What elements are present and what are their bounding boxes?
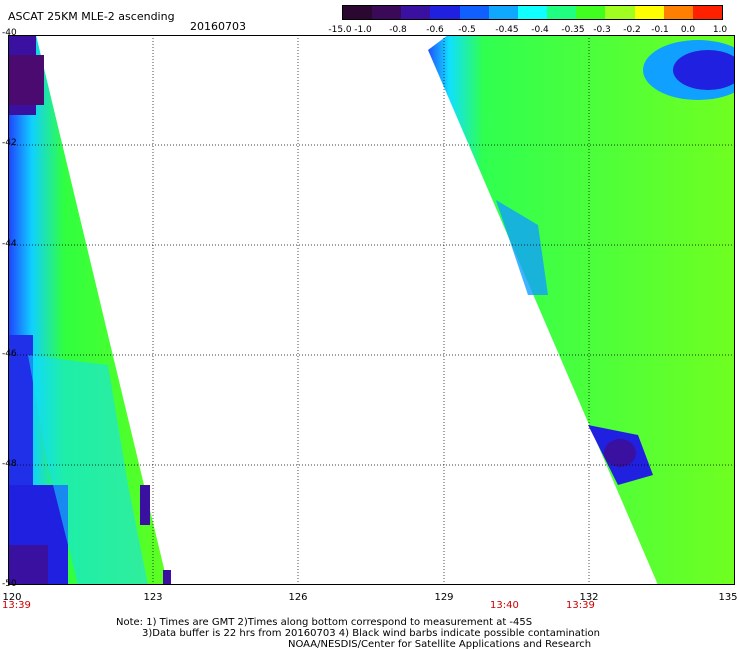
- note-line-3: NOAA/NESDIS/Center for Satellite Applica…: [288, 639, 592, 650]
- product-date: 20160703: [190, 20, 246, 33]
- x-tick-label: 123: [143, 592, 163, 603]
- colorbar-tick-label: -15.0: [328, 25, 352, 35]
- colorbar-labels: -15.0 -1.0 -0.8 -0.6 -0.5 -0.45 -0.4 -0.35 -0.3 -…: [328, 25, 730, 39]
- x-tick-label: 135: [718, 592, 738, 603]
- x-tick-label: 126: [288, 592, 308, 603]
- colorbar-segment: [430, 6, 460, 19]
- lat-lon-grid: [8, 35, 735, 585]
- colorbar-segment: [372, 6, 402, 19]
- colorbar-segment: [401, 6, 431, 19]
- colorbar-tick-label: -0.8: [389, 25, 407, 35]
- colorbar-segment: [663, 6, 693, 19]
- colorbar-tick-label: -1.0: [354, 25, 372, 35]
- colorbar-segment: [547, 6, 577, 19]
- colorbar-segment: [634, 6, 664, 19]
- y-tick-label: -42: [2, 138, 17, 148]
- time-label-left: 13:39: [2, 600, 31, 611]
- y-tick-label: -46: [2, 349, 17, 359]
- colorbar: [342, 5, 723, 20]
- colorbar-tick-label: -0.5: [458, 25, 476, 35]
- colorbar-tick-label: -0.35: [561, 25, 585, 35]
- colorbar-tick-label: -0.2: [623, 25, 641, 35]
- colorbar-segment: [692, 6, 722, 19]
- left-swath: [8, 35, 171, 585]
- y-tick-label: -40: [2, 28, 17, 38]
- colorbar-tick-label: 0.0: [680, 25, 696, 35]
- colorbar-tick-label: -0.6: [426, 25, 444, 35]
- colorbar-tick-label: -0.4: [531, 25, 549, 35]
- colorbar-segment: [488, 6, 518, 19]
- time-label-mid2: 13:39: [566, 600, 595, 611]
- colorbar-segment: [576, 6, 606, 19]
- time-label-mid1: 13:40: [490, 600, 519, 611]
- swath-map: [8, 35, 735, 585]
- colorbar-tick-label: -0.1: [651, 25, 669, 35]
- colorbar-tick-label: -0.45: [495, 25, 519, 35]
- x-tick-label: 120: [2, 592, 22, 603]
- colorbar-segment: [517, 6, 548, 19]
- colorbar-segment: [459, 6, 489, 19]
- y-tick-label: -48: [2, 459, 17, 469]
- product-title: ASCAT 25KM MLE-2 ascending: [8, 10, 175, 23]
- colorbar-segment: [343, 6, 373, 19]
- map-frame: [8, 35, 735, 585]
- y-tick-label: -50: [2, 579, 17, 589]
- x-tick-label: 129: [434, 592, 454, 603]
- note-line-1: Note: 1) Times are GMT 2)Times along bot…: [116, 617, 533, 628]
- colorbar-tick-label: -0.3: [593, 25, 611, 35]
- note-line-2: 3)Data buffer is 22 hrs from 20160703 4)…: [142, 628, 600, 639]
- colorbar-tick-label: 1.0: [712, 25, 728, 35]
- right-swath: [428, 35, 735, 585]
- x-tick-label: 132: [579, 592, 599, 603]
- y-tick-label: -44: [2, 239, 17, 249]
- colorbar-segment: [605, 6, 635, 19]
